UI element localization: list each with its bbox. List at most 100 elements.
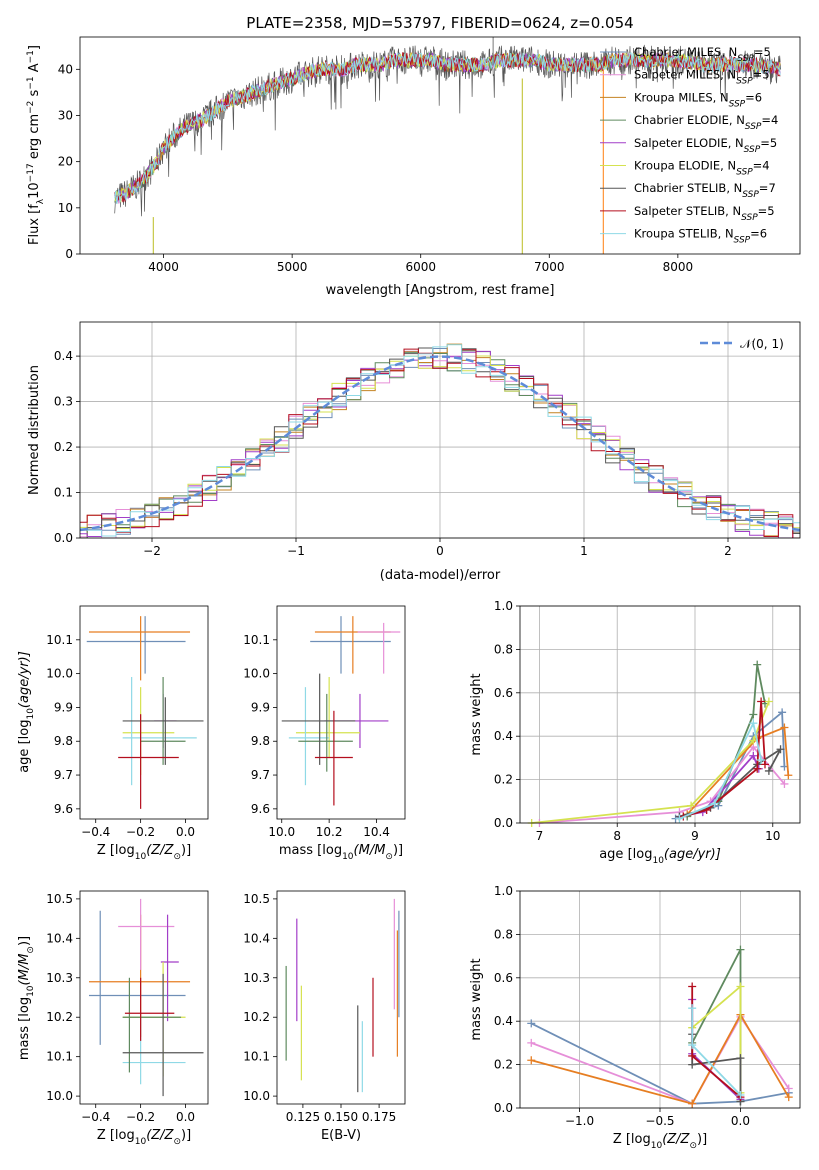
y-tick-label: 10.2 xyxy=(46,1010,73,1024)
x-tick-label: 4000 xyxy=(148,260,179,274)
axes-frame xyxy=(519,890,801,1109)
weight-marker xyxy=(778,708,787,717)
legend-entry-part: SSP xyxy=(736,77,753,87)
weight-marker xyxy=(784,1084,793,1093)
weight-line xyxy=(691,949,742,1102)
weight-marker xyxy=(736,1090,745,1099)
spectrum-series xyxy=(114,52,781,202)
legend-entry-part: , xyxy=(729,113,736,127)
legend-entry-part: SSP xyxy=(736,168,753,178)
weight-marker xyxy=(736,1054,745,1063)
weight-marker xyxy=(688,1060,697,1069)
legend-entry: Salpeter ELODIE, NSSP=5 xyxy=(634,136,777,155)
y-axis-label-part: erg cm xyxy=(27,114,42,163)
legend-entry-part: Kroupa ELODIE xyxy=(634,159,720,173)
chart-age_vs_mass: 10.0 10.2 10.4 9.6 9.7 9.8 9.9 10.0 10.1 mass [lo… xyxy=(243,605,406,862)
x-tick-label: 0.175 xyxy=(362,1110,396,1124)
weight-marker xyxy=(688,1099,697,1108)
x-tick-label: 9 xyxy=(691,829,699,843)
x-axis-label-part: )] xyxy=(393,843,403,858)
legend-entry-part: , xyxy=(718,227,725,241)
y-tick-label: 0.4 xyxy=(54,349,73,363)
x-axis-label: Z [log10(Z/Z⊙)] xyxy=(97,1128,191,1147)
legend-entry-part: Kroupa MILES xyxy=(634,90,713,104)
x-tick-label: 0.125 xyxy=(286,1110,320,1124)
spectrum-series xyxy=(114,52,781,203)
legend-entry-part: , xyxy=(721,45,728,59)
y-axis-label: mass weight xyxy=(469,958,484,1040)
y-tick-label: 20 xyxy=(58,155,73,169)
y-axis-label-part: ⊙ xyxy=(26,946,36,954)
histogram-series xyxy=(80,343,800,538)
error-bars xyxy=(281,616,401,806)
weight-marker xyxy=(675,814,684,823)
x-axis-label-part: (age/yr)] xyxy=(664,847,721,862)
gaussian-curve xyxy=(80,355,800,532)
legend-entry-part: 6 xyxy=(755,90,762,104)
y-tick-label: 30 xyxy=(58,108,73,122)
weight-series xyxy=(527,945,793,1108)
weight-marker xyxy=(784,771,793,780)
legend-entry-part: 5 xyxy=(767,204,774,218)
x-axis-label-part: 10 xyxy=(651,1141,663,1151)
chart-title: PLATE=2358, MJD=53797, FIBERID=0624, z=0… xyxy=(246,14,633,32)
x-tick-label: −0.2 xyxy=(126,825,155,839)
y-tick-label: 10.0 xyxy=(243,667,270,681)
legend-label: 𝒩(0, 1) xyxy=(740,337,784,351)
histogram-series xyxy=(80,344,800,537)
x-axis-label-part: 10 xyxy=(135,852,147,862)
weight-marker xyxy=(527,1056,536,1065)
weight-marker xyxy=(776,745,785,754)
legend-entry-part: N xyxy=(727,68,736,82)
x-tick-label: 2 xyxy=(724,544,732,558)
error-bars xyxy=(88,898,204,1097)
x-axis-label: mass [log10(M/M⊙)] xyxy=(279,843,403,862)
y-tick-label: 40 xyxy=(58,62,73,76)
axes-frame xyxy=(79,36,801,255)
legend-entry-part: 4 xyxy=(762,159,769,173)
x-tick-label: 5000 xyxy=(277,260,308,274)
x-axis-label-part: (Z/Z xyxy=(662,1132,690,1147)
weight-marker xyxy=(749,751,758,760)
chart-mass_weight_vs_Z: −1.0 −0.5 0.0 0.0 0.2 0.4 0.6 0.8 1.0 mass weight… xyxy=(469,884,801,1151)
legend-entry-part: , xyxy=(713,90,720,104)
axes-frame xyxy=(276,890,406,1105)
x-axis-label-part: ⊙ xyxy=(689,1141,697,1151)
x-axis-label-part: Z [log xyxy=(613,1132,651,1147)
y-tick-label: 10.0 xyxy=(46,1089,73,1103)
axes-frame xyxy=(79,321,801,539)
chart-age_vs_Z: −0.4 −0.2 0.09.69.79.89.910.010.1Z [log10(… xyxy=(17,605,209,862)
y-tick-label: 9.7 xyxy=(251,768,270,782)
axes-frame xyxy=(79,890,209,1105)
y-tick-label: 0.2 xyxy=(494,773,513,787)
weight-marker xyxy=(753,764,762,773)
x-tick-label: −0.2 xyxy=(126,1110,155,1124)
legend-entry-part: SSP xyxy=(729,99,746,109)
x-axis-label-part: (Z/Z xyxy=(146,843,174,858)
y-tick-label: 10.3 xyxy=(46,971,73,985)
legend-entry-part: N xyxy=(725,227,734,241)
y-tick-label: 10.3 xyxy=(243,971,270,985)
legend-entry-part: = xyxy=(759,181,769,195)
y-axis-label-part: (age/yr)] xyxy=(17,651,32,708)
y-axis-label-part: −2 xyxy=(26,101,36,114)
weight-marker xyxy=(710,799,719,808)
x-axis-label: age [log10(age/yr)] xyxy=(599,847,721,866)
error-bars xyxy=(285,898,400,1093)
y-tick-label: 10.0 xyxy=(46,667,73,681)
legend-entry-part: N xyxy=(735,136,744,150)
legend-entry: Kroupa STELIB, NSSP=6 xyxy=(634,227,767,246)
weight-marker xyxy=(753,660,762,669)
weight-marker xyxy=(749,710,758,719)
legend-entry-part: 5 xyxy=(763,45,770,59)
weight-line xyxy=(679,720,762,820)
y-tick-label: 0.0 xyxy=(494,816,513,830)
x-tick-label: 10 xyxy=(765,829,780,843)
legend-entry-part: N xyxy=(732,204,741,218)
legend: 𝒩(0, 1) xyxy=(700,337,784,351)
y-axis-label-part: 10 xyxy=(26,985,36,997)
y-tick-label: 0.2 xyxy=(494,1058,513,1072)
x-axis-label-part: ⊙ xyxy=(173,852,181,862)
x-tick-label: 0.0 xyxy=(176,825,195,839)
